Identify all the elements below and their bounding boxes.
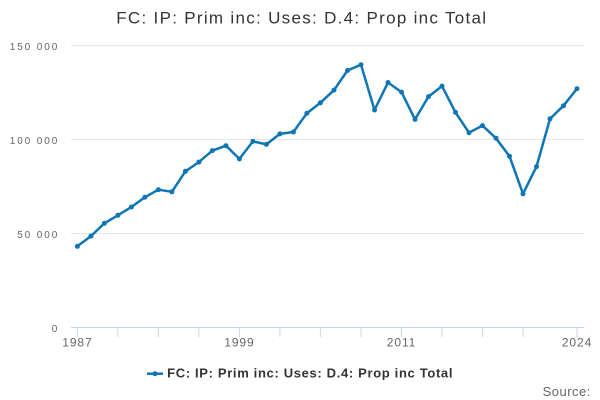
svg-text:0: 0 bbox=[52, 324, 59, 335]
svg-text:50 000: 50 000 bbox=[17, 230, 59, 241]
svg-text:1987: 1987 bbox=[62, 336, 92, 350]
svg-text:100 000: 100 000 bbox=[10, 136, 59, 147]
svg-text:2024: 2024 bbox=[562, 336, 592, 350]
svg-text:2011: 2011 bbox=[387, 336, 416, 350]
svg-text:Source:: Source: bbox=[543, 384, 591, 399]
svg-text:FC: IP: Prim inc: Uses: D.4: P: FC: IP: Prim inc: Uses: D.4: Prop inc To… bbox=[116, 9, 487, 28]
svg-text:FC: IP: Prim inc: Uses: D.4: P: FC: IP: Prim inc: Uses: D.4: Prop inc To… bbox=[167, 366, 453, 381]
svg-text:150 000: 150 000 bbox=[10, 42, 59, 53]
svg-text:1999: 1999 bbox=[224, 336, 254, 350]
